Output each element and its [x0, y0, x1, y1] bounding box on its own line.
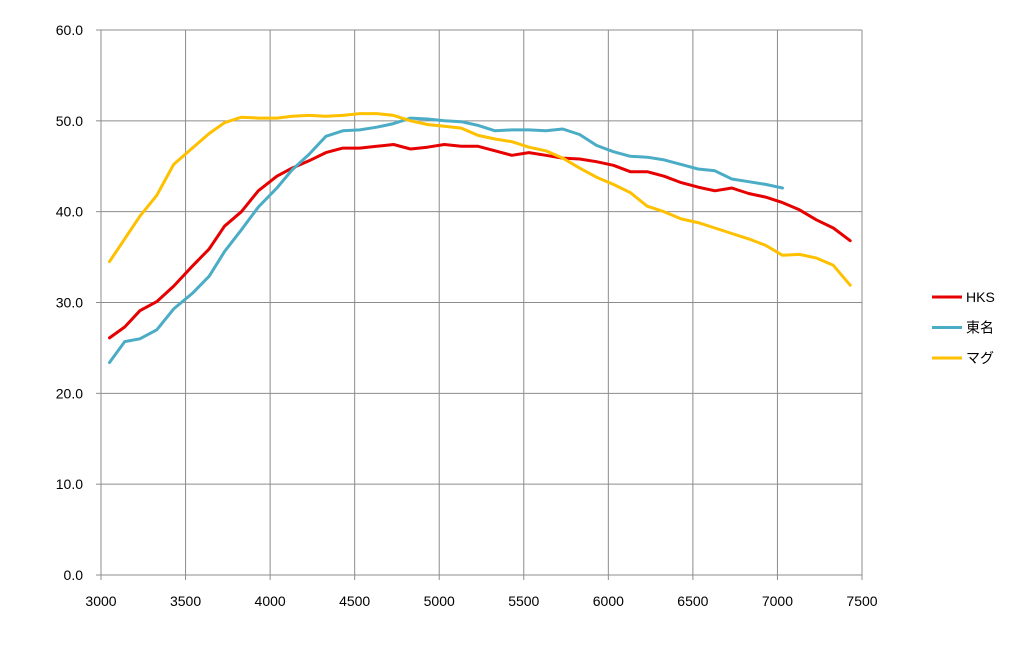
series-line-HKS [108, 143, 852, 340]
series-line-東名 [108, 116, 784, 364]
y-axis-tick-label: 20.0 [56, 385, 83, 401]
legend-item: マグ [932, 350, 994, 366]
y-axis-tick-label: 50.0 [56, 113, 83, 129]
y-axis-tick-label: 10.0 [56, 476, 83, 492]
x-axis-tick-label: 3000 [85, 593, 116, 609]
legend-item: 東名 [932, 320, 994, 336]
axes [96, 29, 863, 580]
x-axis-tick-label: 3500 [170, 593, 201, 609]
x-axis-tick-label: 4000 [255, 593, 286, 609]
x-axis-tick-label: 6000 [593, 593, 624, 609]
y-axis-tick-label: 0.0 [64, 567, 84, 583]
y-axis-tick-label: 30.0 [56, 295, 83, 311]
x-axis-tick-labels: 3000 3500 4000 4500 5000 5500 6000 6500 7000 7500 [85, 593, 877, 609]
legend-label: 東名 [966, 320, 994, 336]
x-axis-tick-label: 5500 [508, 593, 539, 609]
legend-label: マグ [966, 350, 994, 366]
y-axis-tick-labels: 0.0 10.0 20.0 30.0 40.0 50.0 60.0 [56, 22, 83, 583]
x-axis-tick-label: 5000 [424, 593, 455, 609]
legend-item: HKS [932, 289, 995, 305]
y-axis-tick-label: 40.0 [56, 204, 83, 220]
grid-lines [100, 29, 863, 575]
x-axis-tick-label: 6500 [677, 593, 708, 609]
x-axis-tick-label: 7000 [762, 593, 793, 609]
series-lines [108, 112, 852, 364]
x-axis-tick-label: 7500 [846, 593, 877, 609]
x-axis-tick-label: 4500 [339, 593, 370, 609]
y-axis-tick-label: 60.0 [56, 22, 83, 38]
legend-label: HKS [966, 289, 995, 305]
series-line-マグ [108, 112, 852, 287]
